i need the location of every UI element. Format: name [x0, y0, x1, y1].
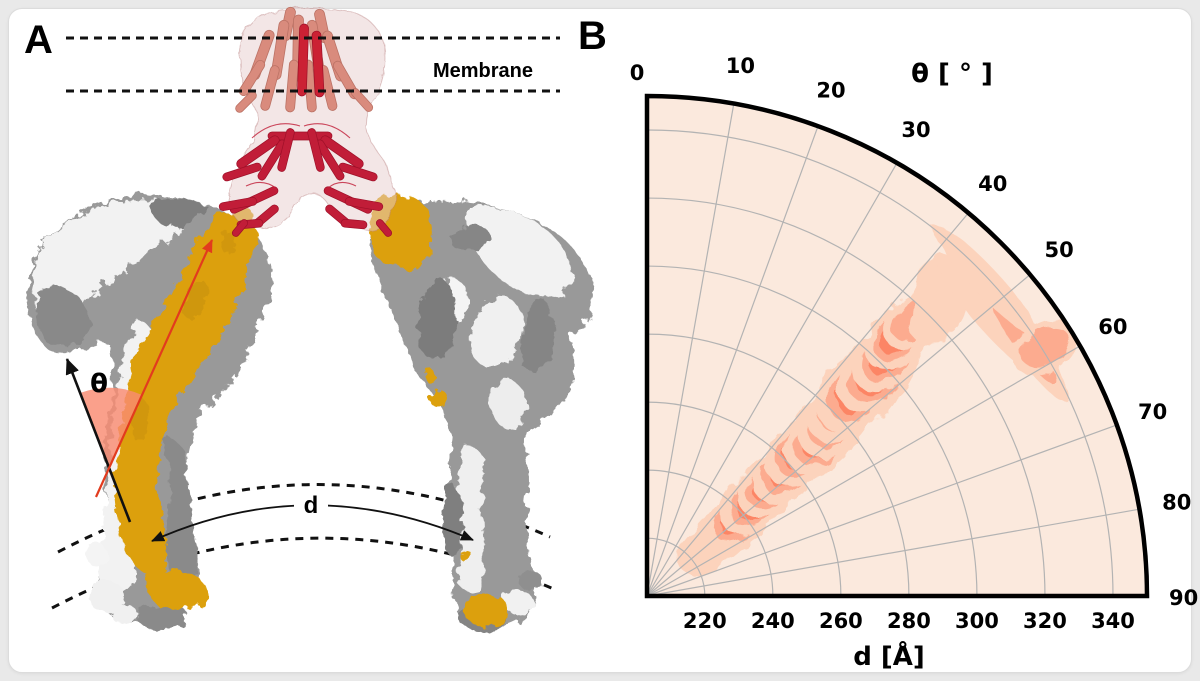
grid-spoke [646, 125, 819, 597]
antibody-crimson-strands [218, 128, 393, 237]
grid-spoke [646, 345, 1081, 597]
theta-tick-label: 30 [901, 118, 930, 142]
membrane-label: Membrane [433, 60, 533, 82]
grid-spoke [646, 508, 1140, 597]
grid-spoke [646, 162, 898, 597]
angle-wedge [80, 387, 142, 468]
grid-arc [646, 333, 910, 597]
theta-label: θ [90, 369, 108, 399]
density-contours [678, 225, 1078, 576]
r-tick-label: 340 [1091, 609, 1135, 633]
antibody-cartoon [218, 6, 396, 237]
grid-arc [646, 401, 842, 597]
theta-tick-label: 0 [630, 61, 645, 85]
grid-spoke [646, 103, 735, 597]
tilt-angle-annotation: θ [65, 239, 214, 523]
grid-arc [646, 197, 1046, 597]
theta-tick-label: 60 [1098, 315, 1127, 339]
polar-axes-outline [644, 93, 1150, 599]
membrane-dashed-lines [66, 36, 560, 93]
membrane-normal-arrow [65, 358, 132, 523]
r-tick-label: 240 [751, 609, 795, 633]
polar-grid [646, 103, 1140, 597]
theta-tick-label: 20 [816, 78, 845, 102]
grid-arc [646, 469, 774, 597]
theta-tick-label: 50 [1044, 238, 1073, 262]
theta-tick-label: 90 [1169, 586, 1198, 610]
panel-b-letter: B [578, 14, 607, 58]
grid-arc [646, 265, 978, 597]
panel-a-letter: A [24, 18, 53, 62]
r-tick-label: 260 [819, 609, 863, 633]
theta-tick-label: 70 [1138, 400, 1167, 424]
density-layer [678, 225, 1078, 576]
r-axis-title: d [Å] [853, 640, 925, 672]
grid-arc [646, 129, 1114, 597]
grid-spoke [646, 424, 1118, 597]
grid-arc [646, 537, 706, 597]
spike-axis-arrow [94, 239, 214, 498]
theta-axis-title: θ [ ° ] [911, 59, 993, 89]
theta-tick-label: 10 [726, 54, 755, 78]
r-tick-label: 220 [683, 609, 727, 633]
distance-label: d [304, 492, 319, 519]
r-tick-label: 320 [1023, 609, 1067, 633]
antibody-loops [245, 123, 357, 189]
theta-tick-label: 40 [978, 172, 1007, 196]
r-tick-label: 280 [887, 609, 931, 633]
density-blob [933, 225, 1038, 336]
theta-tick-label: 80 [1162, 491, 1191, 515]
grid-spoke [646, 274, 1031, 597]
grid-spoke [646, 212, 969, 597]
antibody-red-core-helices [297, 23, 325, 98]
distance-annotation: d [151, 490, 474, 542]
r-tick-label: 300 [955, 609, 999, 633]
